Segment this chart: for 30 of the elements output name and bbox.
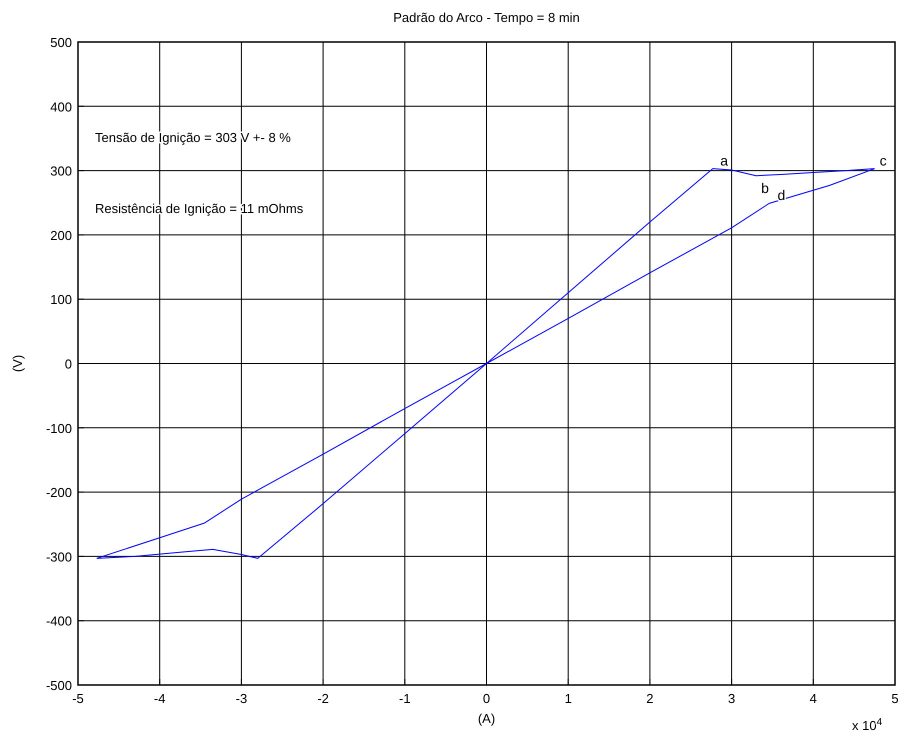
y-tick-label: -200 (46, 485, 72, 500)
x-axis-title: (A) (478, 711, 496, 726)
annotation: c (880, 152, 887, 169)
x-tick-label: 4 (810, 691, 817, 706)
y-tick-label: -500 (46, 678, 72, 693)
y-tick-label: 200 (50, 228, 72, 243)
y-tick-label: 500 (50, 35, 72, 50)
y-tick-label: -300 (46, 549, 72, 564)
x-tick-label: 2 (646, 691, 654, 706)
x-tick-label: 5 (891, 691, 899, 706)
annotation: a (720, 152, 728, 169)
y-tick-label: -400 (46, 614, 72, 629)
annotation: b (761, 180, 770, 196)
x-tick-label: -5 (72, 691, 84, 706)
y-tick-label: 0 (64, 356, 72, 372)
chart-title: Padrão do Arco - Tempo = 8 min (393, 10, 580, 25)
y-axis-title: (V) (10, 354, 25, 372)
x-tick-label: -4 (154, 691, 166, 706)
x-tick-label: -3 (236, 691, 248, 706)
y-tick-label: 300 (50, 164, 72, 179)
y-tick-label: 400 (50, 99, 72, 114)
x-tick-label: 0 (482, 691, 490, 706)
y-tick-label: -100 (46, 420, 72, 436)
x-tick-label: -2 (317, 691, 329, 706)
text: x 10$^{4}$ (852, 716, 883, 733)
annotation: d (777, 186, 786, 203)
x-tick-label: -1 (399, 691, 411, 706)
y-tick-label: 100 (50, 292, 72, 308)
x-tick-label: 1 (564, 691, 572, 706)
x-tick-label: 3 (728, 691, 736, 706)
